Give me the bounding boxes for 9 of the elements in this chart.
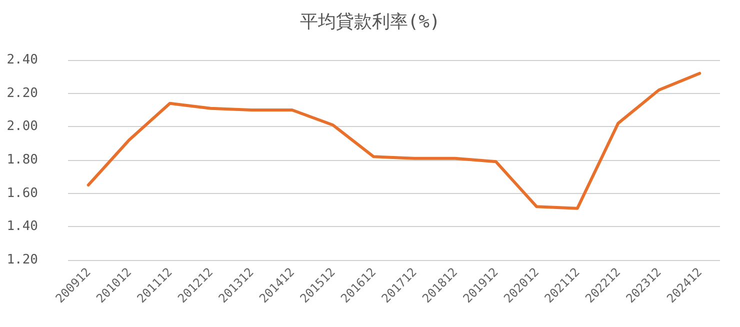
y-tick-label: 2.00 (6, 119, 38, 134)
y-tick-label: 1.40 (6, 219, 38, 234)
y-tick-label: 1.80 (6, 152, 38, 168)
y-tick-label: 2.20 (6, 86, 38, 101)
y-tick-label: 1.60 (6, 186, 38, 201)
y-tick-label: 2.40 (6, 52, 38, 68)
chart-title: 平均貸款利率(%) (300, 12, 440, 32)
y-tick-label: 1.20 (6, 252, 38, 268)
line-series (86, 72, 702, 210)
